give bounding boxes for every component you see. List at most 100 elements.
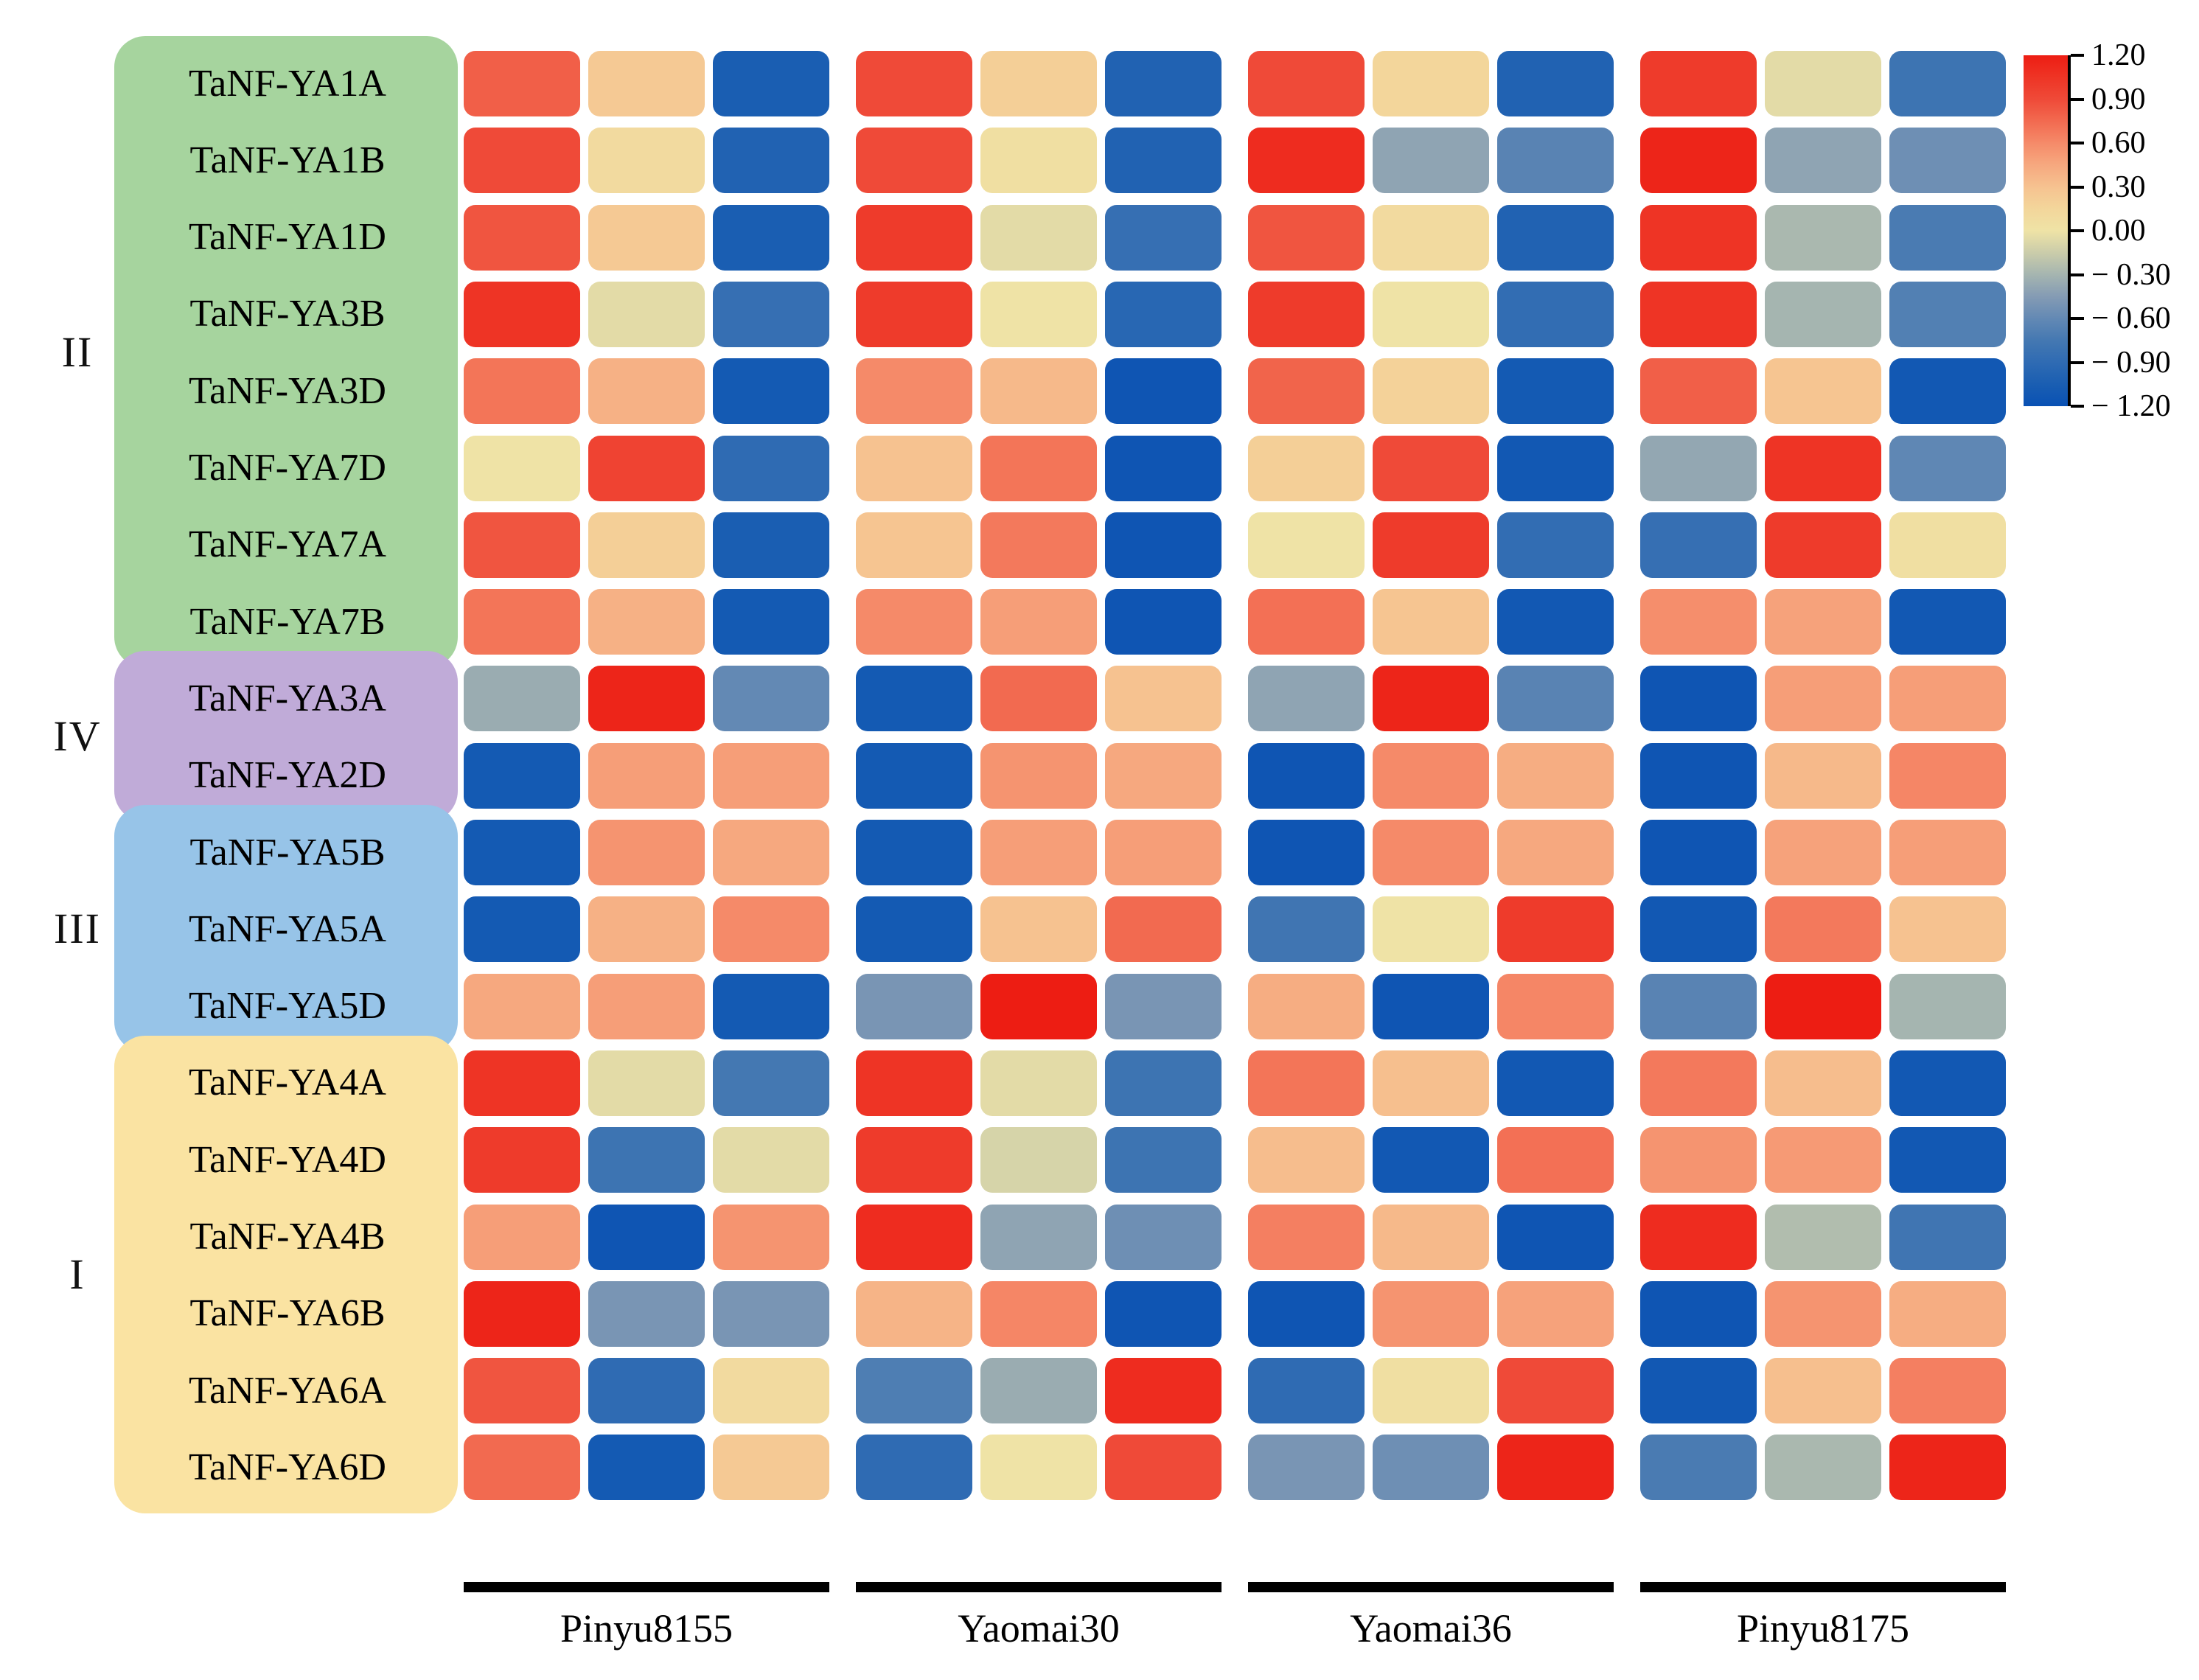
heatmap-cell bbox=[1765, 128, 1881, 194]
heatmap-cell bbox=[856, 666, 972, 732]
colorbar-tick bbox=[2071, 229, 2084, 232]
heatmap-cell bbox=[1889, 435, 2006, 501]
heatmap-cell bbox=[980, 128, 1097, 194]
heatmap-cell bbox=[1889, 973, 2006, 1039]
heatmap-cell bbox=[464, 1050, 580, 1116]
gene-row-label: TaNF-YA5A bbox=[189, 907, 386, 950]
heatmap-cell bbox=[1497, 358, 1614, 425]
heatmap-cell bbox=[1497, 896, 1614, 963]
gene-row-label: TaNF-YA1A bbox=[189, 62, 386, 105]
heatmap-cell bbox=[1105, 204, 1222, 271]
heatmap-cell bbox=[1889, 589, 2006, 655]
gene-row-label: TaNF-YA6A bbox=[189, 1369, 386, 1412]
heatmap-cell bbox=[464, 204, 580, 271]
heatmap-cell bbox=[588, 1050, 705, 1116]
heatmap-cell bbox=[1889, 281, 2006, 347]
heatmap-cell bbox=[1889, 896, 2006, 963]
heatmap-cell bbox=[1105, 896, 1222, 963]
colorbar-gradient bbox=[2024, 55, 2071, 406]
gene-row-label: TaNF-YA4A bbox=[189, 1062, 386, 1104]
heatmap-cell bbox=[980, 973, 1097, 1039]
colorbar-tick-label: 1.20 bbox=[2091, 38, 2146, 72]
heatmap-cell bbox=[464, 281, 580, 347]
heatmap-cell bbox=[588, 1358, 705, 1424]
gene-group-block-IV bbox=[114, 651, 458, 822]
heatmap-cell bbox=[1765, 51, 1881, 116]
heatmap-cell bbox=[856, 589, 972, 655]
heatmap-cell bbox=[856, 1280, 972, 1347]
heatmap-cell bbox=[1640, 742, 1757, 809]
heatmap-cell bbox=[1373, 1204, 1489, 1270]
heatmap-cell bbox=[1889, 204, 2006, 271]
heatmap-cell bbox=[1497, 1050, 1614, 1116]
heatmap-cell bbox=[588, 512, 705, 578]
heatmap-cell bbox=[980, 358, 1097, 425]
heatmap-cell bbox=[980, 51, 1097, 116]
heatmap-cell bbox=[588, 128, 705, 194]
heatmap-cell bbox=[1373, 896, 1489, 963]
heatmap-cell bbox=[588, 1204, 705, 1270]
heatmap-cell bbox=[1765, 896, 1881, 963]
heatmap-cell bbox=[980, 1050, 1097, 1116]
heatmap-cell bbox=[1105, 1435, 1222, 1501]
colorbar-tick bbox=[2071, 185, 2084, 189]
heatmap-cell bbox=[464, 128, 580, 194]
heatmap-cell bbox=[1373, 973, 1489, 1039]
heatmap-cell bbox=[1373, 589, 1489, 655]
heatmap-cell bbox=[464, 435, 580, 501]
heatmap-cell bbox=[1765, 820, 1881, 885]
heatmap-cell bbox=[980, 1204, 1097, 1270]
heatmap-cell bbox=[1248, 1358, 1365, 1424]
gene-row-label: TaNF-YA2D bbox=[189, 754, 386, 797]
heatmap-cell bbox=[980, 820, 1097, 885]
heatmap-cell bbox=[980, 589, 1097, 655]
heatmap-cell bbox=[1889, 128, 2006, 194]
heatmap-cell bbox=[713, 896, 829, 963]
gene-row-label: TaNF-YA3D bbox=[189, 369, 386, 412]
heatmap-cell bbox=[1765, 204, 1881, 271]
heatmap-cell bbox=[980, 281, 1097, 347]
heatmap-cell bbox=[1497, 1127, 1614, 1193]
heatmap-cell bbox=[713, 1050, 829, 1116]
heatmap-cell bbox=[1248, 973, 1365, 1039]
heatmap-cell bbox=[1765, 589, 1881, 655]
heatmap-cell bbox=[1248, 281, 1365, 347]
heatmap-cell bbox=[1640, 128, 1757, 194]
heatmap-cell bbox=[1497, 204, 1614, 271]
heatmap-cell bbox=[1105, 666, 1222, 732]
heatmap-cell bbox=[1105, 742, 1222, 809]
heatmap-cell bbox=[713, 1204, 829, 1270]
heatmap-cell bbox=[713, 1435, 829, 1501]
heatmap-cell bbox=[856, 1050, 972, 1116]
heatmap-cell bbox=[1248, 666, 1365, 732]
heatmap-cell bbox=[856, 204, 972, 271]
heatmap-cell bbox=[1248, 1127, 1365, 1193]
colorbar-tick-label: 0.00 bbox=[2091, 214, 2146, 248]
cultivar-name: Pinyu8175 bbox=[1736, 1606, 1910, 1651]
heatmap-cell bbox=[856, 435, 972, 501]
heatmap-cell bbox=[464, 1127, 580, 1193]
heatmap-cell bbox=[1248, 204, 1365, 271]
gene-row-label: TaNF-YA4B bbox=[189, 1216, 386, 1258]
heatmap-cell bbox=[1248, 820, 1365, 885]
heatmap-cell bbox=[1248, 128, 1365, 194]
heatmap-cell bbox=[1889, 1358, 2006, 1424]
heatmap-cell bbox=[1105, 1204, 1222, 1270]
gene-row-label: TaNF-YA7A bbox=[189, 523, 386, 566]
gene-row-label: TaNF-YA7B bbox=[189, 600, 386, 643]
heatmap-cell bbox=[1373, 1435, 1489, 1501]
heatmap-cell bbox=[856, 1204, 972, 1270]
gene-row-label: TaNF-YA4D bbox=[189, 1138, 386, 1181]
heatmap-cell bbox=[1889, 51, 2006, 116]
heatmap-cell bbox=[464, 820, 580, 885]
heatmap-cell bbox=[588, 589, 705, 655]
heatmap-cell bbox=[1640, 589, 1757, 655]
heatmap-cell bbox=[1248, 1280, 1365, 1347]
colorbar-tick-label: − 1.20 bbox=[2091, 389, 2171, 423]
heatmap-cell bbox=[856, 1358, 972, 1424]
heatmap-cell bbox=[1497, 1358, 1614, 1424]
heatmap-cell bbox=[1105, 128, 1222, 194]
heatmap-cell bbox=[856, 1435, 972, 1501]
cultivar-underline bbox=[464, 1582, 829, 1592]
heatmap-cell bbox=[1640, 1435, 1757, 1501]
